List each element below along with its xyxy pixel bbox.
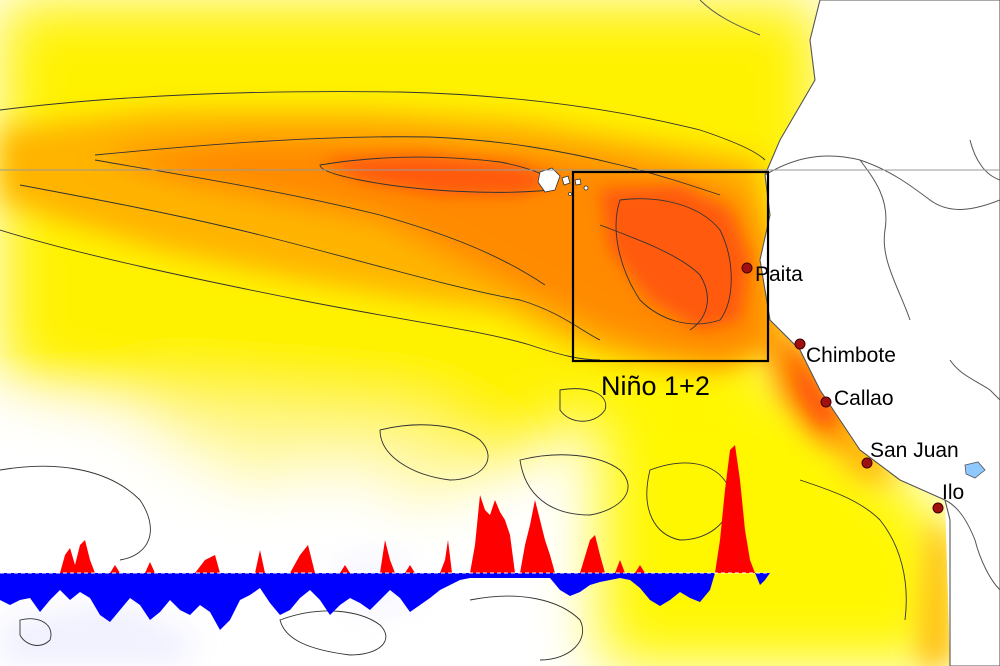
city-markers: Paita Chimbote Callao San Juan Ilo (741, 262, 964, 514)
city-label-san-juan: San Juan (870, 439, 959, 462)
city-marker-callao (820, 396, 832, 408)
galapagos-islands (537, 167, 589, 196)
city-marker-san-juan (861, 457, 873, 469)
city-label-paita: Paita (755, 263, 803, 286)
nino-1-2-label: Niño 1+2 (601, 371, 710, 401)
city-label-callao: Callao (834, 387, 894, 410)
land-south-america (699, 0, 1000, 666)
city-label-chimbote: Chimbote (806, 344, 896, 367)
city-marker-ilo (932, 502, 944, 514)
city-marker-paita (741, 262, 753, 274)
index-negative-area (0, 573, 770, 630)
nino-index-timeseries (0, 445, 770, 630)
city-marker-chimbote (794, 338, 806, 350)
city-label-ilo: Ilo (942, 481, 964, 504)
nino-1-2-box (571, 170, 770, 363)
